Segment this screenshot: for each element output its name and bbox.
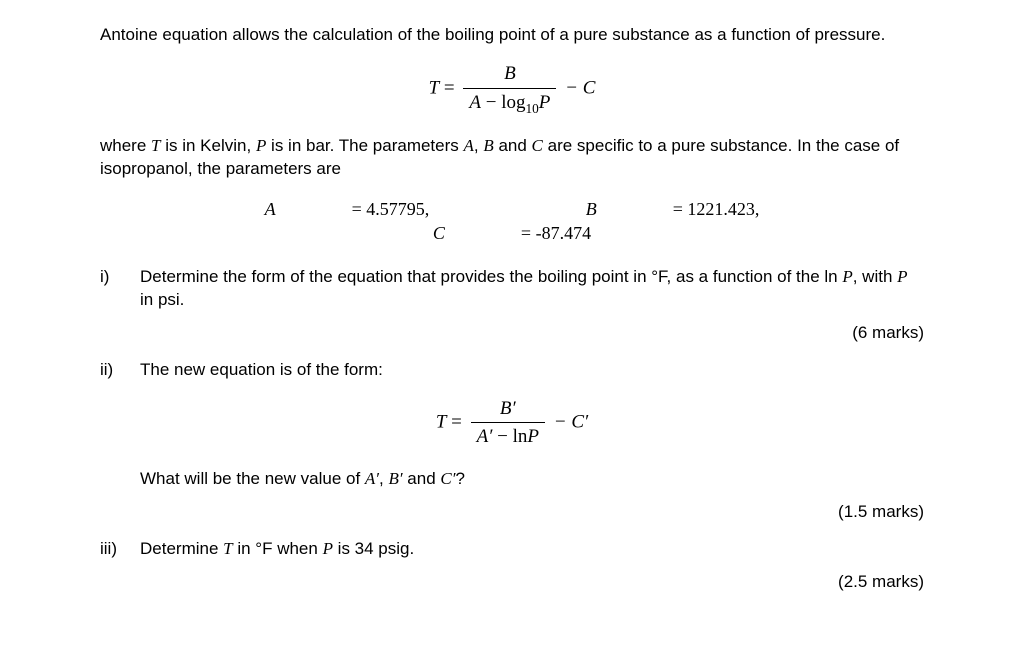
intro-paragraph-1: Antoine equation allows the calculation … bbox=[100, 24, 924, 47]
param-C-label: C bbox=[433, 221, 445, 245]
intro2-d: , bbox=[474, 136, 483, 155]
i-text-b: , with bbox=[853, 267, 897, 286]
question-page: Antoine equation allows the calculation … bbox=[0, 0, 1024, 632]
eq1-den-10: 10 bbox=[526, 100, 539, 115]
item-iii: iii) Determine T in °F when P is 34 psig… bbox=[100, 538, 924, 561]
i-text-c: in psi. bbox=[140, 290, 184, 309]
eq2-tail: − C′ bbox=[549, 411, 588, 432]
i-text-a: Determine the form of the equation that … bbox=[140, 267, 842, 286]
iii-text-b: in °F when bbox=[233, 539, 323, 558]
item-iii-body: Determine T in °F when P is 34 psig. bbox=[140, 538, 924, 561]
eq1-denominator: A − log10P bbox=[463, 88, 556, 118]
item-ii-question: What will be the new value of A′, B′ and… bbox=[100, 468, 924, 491]
eq1-equals: = bbox=[439, 77, 459, 98]
iii-text-T: T bbox=[223, 539, 232, 558]
item-iii-marks: (2.5 marks) bbox=[100, 571, 924, 594]
param-C: C = -87.474 bbox=[395, 221, 629, 245]
intro2-T: T bbox=[151, 136, 160, 155]
eq1-den-minus: − bbox=[481, 92, 501, 113]
item-i-label: i) bbox=[100, 266, 140, 312]
intro2-a: where bbox=[100, 136, 151, 155]
eq2-den-P: P bbox=[527, 426, 539, 447]
param-A-value: = 4.57795, bbox=[352, 197, 430, 221]
eq2-den-minus: − ln bbox=[492, 426, 527, 447]
eq2-equals: = bbox=[446, 411, 466, 432]
item-ii-q-spacer bbox=[100, 468, 140, 491]
param-A-label: A bbox=[265, 197, 276, 221]
item-ii-body: The new equation is of the form: bbox=[140, 359, 924, 382]
ii-q-a: What will be the new value of bbox=[140, 469, 365, 488]
eq1-den-A: A bbox=[469, 92, 481, 113]
intro2-c: is in bar. The parameters bbox=[266, 136, 463, 155]
eq1-numerator: B bbox=[463, 61, 556, 88]
i-text-P2: P bbox=[897, 267, 907, 286]
intro2-Cv: C bbox=[532, 136, 543, 155]
eq2-denominator: A′ − lnP bbox=[471, 422, 545, 450]
intro2-b: is in Kelvin, bbox=[161, 136, 256, 155]
ii-q-c: and bbox=[403, 469, 441, 488]
intro2-Av: A bbox=[464, 136, 474, 155]
item-iii-label: iii) bbox=[100, 538, 140, 561]
eq1-fraction: B A − log10P bbox=[463, 61, 556, 117]
eq1-den-P: P bbox=[539, 92, 551, 113]
eq2-numerator: B′ bbox=[471, 396, 545, 423]
eq1-lhs: T bbox=[429, 77, 440, 98]
ii-q-d: ? bbox=[455, 469, 464, 488]
item-ii-label: ii) bbox=[100, 359, 140, 382]
iii-text-a: Determine bbox=[140, 539, 223, 558]
intro2-Bv: B bbox=[483, 136, 493, 155]
ii-q-C: C′ bbox=[440, 469, 455, 488]
parameters-line: A = 4.57795, B = 1221.423, C = -87.474 bbox=[100, 197, 924, 246]
eq1-tail: − C bbox=[560, 77, 595, 98]
intro2-e: and bbox=[494, 136, 532, 155]
ii-q-B: B′ bbox=[388, 469, 402, 488]
iii-text-P: P bbox=[323, 539, 333, 558]
param-B-value: = 1221.423, bbox=[673, 197, 760, 221]
item-ii: ii) The new equation is of the form: bbox=[100, 359, 924, 382]
eq2-fraction: B′ A′ − lnP bbox=[471, 396, 545, 450]
item-ii-q-body: What will be the new value of A′, B′ and… bbox=[140, 468, 924, 491]
intro-paragraph-2: where T is in Kelvin, P is in bar. The p… bbox=[100, 135, 924, 181]
eq2-lhs: T bbox=[436, 411, 447, 432]
i-text-P1: P bbox=[842, 267, 852, 286]
eq2-den-A: A′ bbox=[477, 426, 493, 447]
ii-q-A: A′ bbox=[365, 469, 379, 488]
equation-2: T = B′ A′ − lnP − C′ bbox=[100, 396, 924, 450]
item-i-body: Determine the form of the equation that … bbox=[140, 266, 924, 312]
equation-1: T = B A − log10P − C bbox=[100, 61, 924, 117]
param-B-label: B bbox=[586, 197, 597, 221]
item-i: i) Determine the form of the equation th… bbox=[100, 266, 924, 312]
eq1-den-log: log bbox=[501, 92, 525, 113]
item-ii-marks: (1.5 marks) bbox=[100, 501, 924, 524]
param-C-value: = -87.474 bbox=[521, 221, 591, 245]
iii-text-c: is 34 psig. bbox=[333, 539, 414, 558]
ii-lead: The new equation is of the form: bbox=[140, 360, 383, 379]
intro2-P: P bbox=[256, 136, 266, 155]
item-i-marks: (6 marks) bbox=[100, 322, 924, 345]
param-B: B = 1221.423, bbox=[548, 197, 798, 221]
param-A: A = 4.57795, bbox=[227, 197, 468, 221]
